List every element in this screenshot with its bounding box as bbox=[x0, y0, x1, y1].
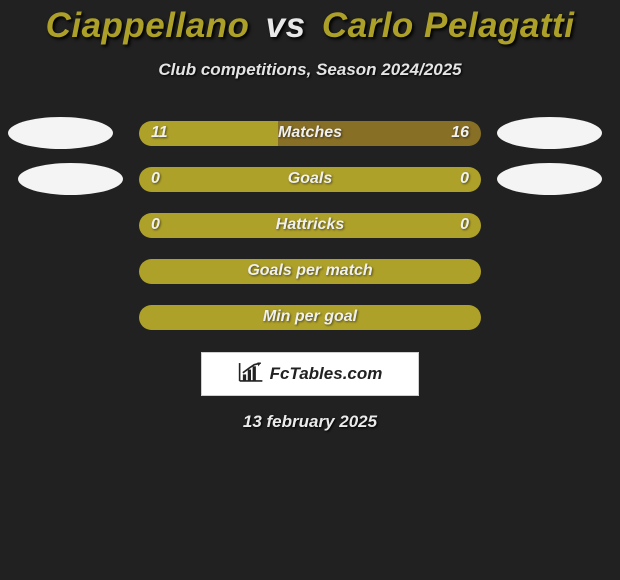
player1-avatar-oval bbox=[8, 117, 113, 149]
stat-row: 11 Matches 16 bbox=[0, 110, 620, 156]
stat-value-left: 11 bbox=[151, 124, 168, 142]
date-label: 13 february 2025 bbox=[0, 412, 620, 432]
stat-value-right: 0 bbox=[460, 216, 469, 234]
stat-bar: Goals per match bbox=[139, 259, 481, 284]
vs-label: vs bbox=[266, 6, 306, 45]
stat-value-left: 0 bbox=[151, 170, 160, 188]
player2-avatar-oval bbox=[497, 163, 602, 195]
stat-bar: 0 Goals 0 bbox=[139, 167, 481, 192]
player1-name: Ciappellano bbox=[46, 6, 250, 45]
stat-bar: Min per goal bbox=[139, 305, 481, 330]
stat-bar: 11 Matches 16 bbox=[139, 121, 481, 146]
chart-icon bbox=[238, 361, 264, 388]
source-text: FcTables.com bbox=[270, 364, 383, 384]
source-badge: FcTables.com bbox=[201, 352, 419, 396]
stat-label: Goals per match bbox=[247, 262, 372, 280]
page-title: Ciappellano vs Carlo Pelagatti bbox=[0, 0, 620, 46]
player2-name: Carlo Pelagatti bbox=[322, 6, 575, 45]
subtitle: Club competitions, Season 2024/2025 bbox=[0, 60, 620, 80]
stat-bar: 0 Hattricks 0 bbox=[139, 213, 481, 238]
player1-avatar-oval bbox=[18, 163, 123, 195]
comparison-infographic: Ciappellano vs Carlo Pelagatti Club comp… bbox=[0, 0, 620, 580]
stat-label: Hattricks bbox=[276, 216, 344, 234]
stat-row: Goals per match bbox=[0, 248, 620, 294]
player2-avatar-oval bbox=[497, 117, 602, 149]
stat-label: Min per goal bbox=[263, 308, 357, 326]
stat-row: 0 Goals 0 bbox=[0, 156, 620, 202]
stat-value-right: 0 bbox=[460, 170, 469, 188]
stat-label: Matches bbox=[278, 124, 342, 142]
stat-rows: 11 Matches 16 0 Goals 0 0 Hattricks 0 Goals per m… bbox=[0, 110, 620, 340]
stat-value-right: 16 bbox=[451, 124, 469, 142]
stat-value-left: 0 bbox=[151, 216, 160, 234]
stat-row: 0 Hattricks 0 bbox=[0, 202, 620, 248]
stat-label: Goals bbox=[288, 170, 332, 188]
stat-row: Min per goal bbox=[0, 294, 620, 340]
